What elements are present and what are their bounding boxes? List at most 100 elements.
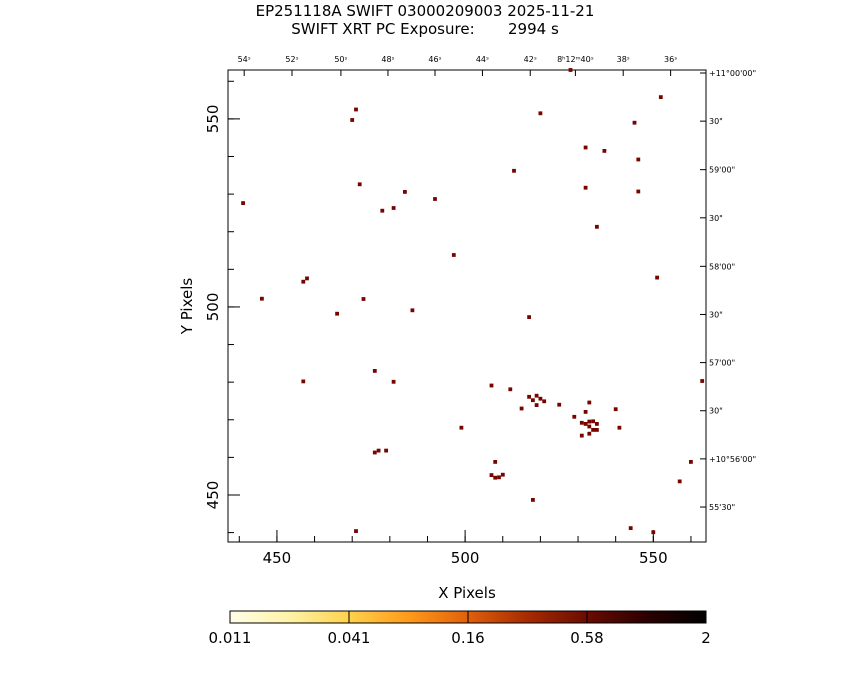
- dec-tick-label-1: 30": [709, 117, 723, 126]
- photon-event-45: [572, 414, 577, 419]
- photon-event-57: [459, 425, 464, 430]
- photon-event-37: [538, 396, 543, 401]
- photon-event-29: [301, 379, 306, 384]
- photon-event-12: [636, 189, 641, 194]
- photon-event-51: [591, 428, 595, 432]
- x-tick-label-0: 450: [263, 549, 292, 567]
- photon-event-52: [595, 422, 599, 426]
- photon-event-54: [587, 431, 592, 436]
- photon-event-15: [241, 201, 245, 205]
- photon-event-41: [557, 402, 562, 407]
- chart-subtitle: SWIFT XRT PC Exposure: 2994 s: [291, 20, 559, 38]
- photon-event-28: [372, 369, 377, 373]
- photon-events: [241, 68, 705, 535]
- photon-event-30: [391, 379, 396, 384]
- photon-event-24: [361, 297, 366, 301]
- photon-event-34: [527, 394, 531, 399]
- dec-tick-label-8: +10°56'00": [709, 455, 756, 464]
- photon-event-70: [354, 529, 358, 533]
- photon-event-47: [583, 422, 588, 426]
- photon-event-35: [531, 398, 535, 403]
- photon-event-65: [493, 475, 498, 480]
- photon-event-69: [628, 526, 633, 530]
- photon-event-71: [651, 530, 656, 535]
- photon-event-48: [587, 419, 592, 424]
- ra-tick-label-8: 38ˢ: [617, 55, 630, 64]
- photon-event-44: [583, 410, 588, 414]
- photon-event-64: [500, 472, 505, 477]
- ra-tick-label-6: 42ˢ: [524, 55, 537, 64]
- y-tick-label-1: 500: [204, 293, 222, 322]
- photon-event-3: [538, 111, 543, 116]
- photon-event-21: [305, 276, 309, 281]
- photon-event-55: [579, 433, 584, 438]
- photon-event-6: [583, 145, 588, 150]
- photon-event-25: [410, 308, 415, 313]
- dec-tick-label-2: 59'00": [709, 166, 735, 175]
- photon-event-20: [655, 275, 659, 280]
- photon-event-18: [595, 224, 599, 229]
- photon-event-62: [489, 473, 494, 477]
- dec-tick-label-5: 30": [709, 310, 723, 319]
- axis-tick-labels: 450 500 550 450 500 550 54ˢ 52ˢ 50ˢ 48ˢ 46ˢ 44ˢ 42ˢ 8…: [204, 55, 756, 567]
- ra-tick-label-3: 48ˢ: [381, 55, 394, 64]
- y-tick-label-2: 550: [204, 105, 222, 134]
- ra-tick-label-5: 44ˢ: [476, 55, 489, 64]
- photon-event-67: [677, 479, 682, 484]
- dec-tick-label-6: 57'00": [709, 359, 735, 368]
- photon-event-17: [380, 208, 385, 213]
- photon-event-11: [583, 185, 588, 190]
- colorbar: 0.011 0.041 0.16 0.58 2: [209, 610, 711, 647]
- photon-event-59: [376, 448, 381, 453]
- photon-event-22: [301, 279, 306, 284]
- ra-tick-label-4: 46ˢ: [428, 55, 441, 64]
- photon-event-40: [519, 406, 524, 411]
- photon-event-50: [591, 419, 595, 424]
- photon-event-16: [391, 206, 396, 210]
- ra-tick-label-2: 50ˢ: [334, 55, 347, 64]
- ra-tick-label-9: 36ˢ: [664, 55, 677, 64]
- photon-event-46: [579, 420, 584, 425]
- x-tick-label-1: 500: [451, 549, 480, 567]
- dec-tick-label-7: 30": [709, 407, 723, 416]
- photon-event-58: [372, 450, 377, 455]
- colorbar-label-0: 0.011: [209, 629, 252, 647]
- photon-event-56: [617, 425, 622, 430]
- photon-event-42: [587, 400, 592, 405]
- colorbar-label-1: 0.041: [328, 629, 371, 647]
- photon-event-38: [542, 399, 547, 404]
- ra-tick-label-0: 54ˢ: [238, 55, 251, 64]
- photon-event-1: [658, 95, 663, 99]
- photon-event-9: [512, 168, 516, 173]
- dec-tick-label-9: 55'30": [709, 503, 735, 512]
- photon-event-0: [568, 68, 573, 72]
- x-axis-label: X Pixels: [438, 584, 496, 602]
- colorbar-label-4: 2: [701, 629, 711, 647]
- photon-event-10: [357, 182, 362, 187]
- photon-event-7: [602, 149, 607, 153]
- photon-event-63: [497, 475, 501, 480]
- photon-event-8: [636, 157, 641, 162]
- photon-event-68: [531, 498, 535, 502]
- photon-event-43: [613, 407, 618, 412]
- photon-event-31: [700, 379, 705, 383]
- ra-tick-label-1: 52ˢ: [285, 55, 298, 64]
- photon-event-60: [384, 448, 388, 453]
- photon-event-4: [350, 118, 355, 122]
- photon-event-13: [403, 190, 407, 194]
- plot-frame: [227, 69, 707, 543]
- photon-event-66: [689, 460, 693, 464]
- dec-tick-label-0: +11°00'00": [709, 69, 756, 78]
- photon-event-26: [335, 311, 339, 316]
- x-tick-label-2: 550: [639, 549, 668, 567]
- dec-tick-label-3: 30": [709, 214, 723, 223]
- photon-event-32: [489, 383, 494, 388]
- y-axis-label: Y Pixels: [178, 278, 196, 336]
- photon-event-23: [260, 296, 264, 301]
- photon-event-53: [595, 428, 599, 432]
- photon-event-19: [451, 253, 456, 257]
- photon-event-27: [527, 315, 531, 319]
- photon-event-49: [587, 424, 592, 429]
- photon-event-5: [632, 120, 637, 125]
- colorbar-label-3: 0.58: [570, 629, 603, 647]
